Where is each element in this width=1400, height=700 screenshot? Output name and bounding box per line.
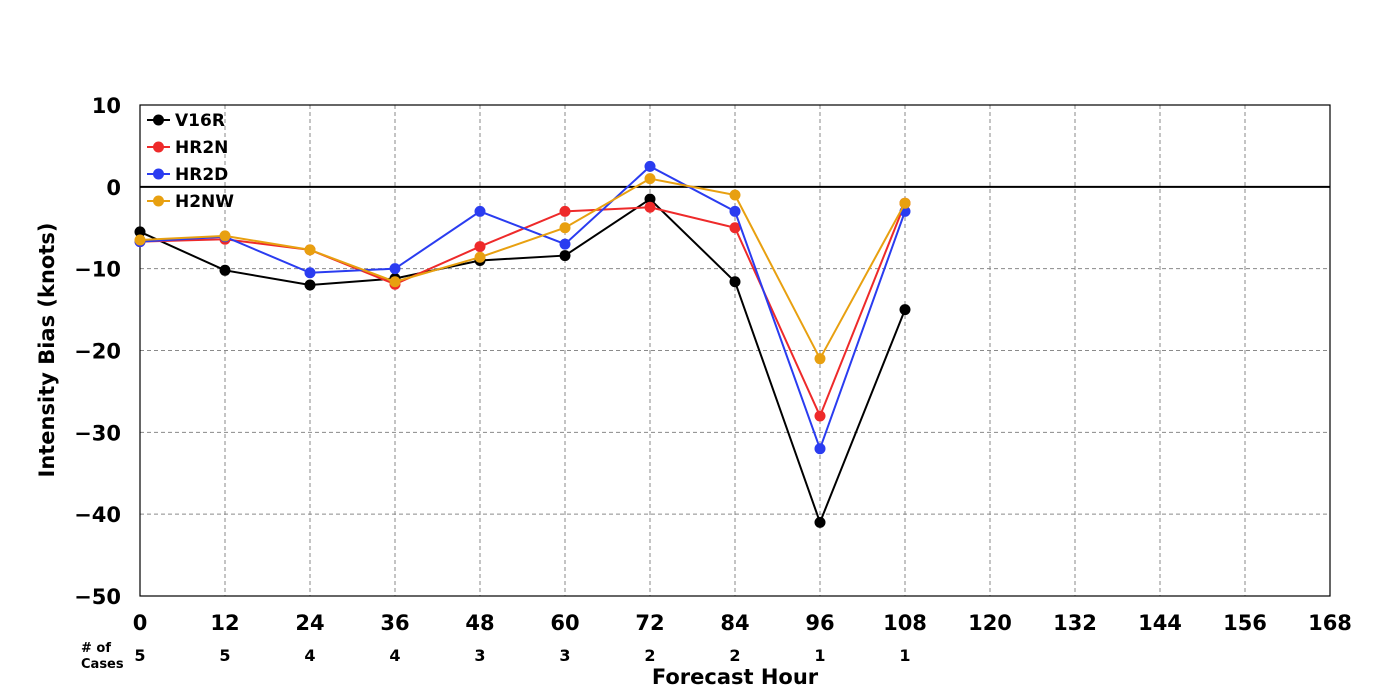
series-line-hr2d (139, 165, 906, 452)
series-h2nw (134, 173, 911, 365)
x-tick-label-60: 60 (550, 611, 579, 635)
x-tick-label-84: 84 (720, 611, 749, 635)
x-tick-label-12: 12 (210, 611, 239, 635)
point-hr2d-84 (729, 205, 741, 217)
series-layer (134, 160, 911, 528)
cases-value-0: 5 (134, 646, 145, 665)
legend: V16R HR2N HR2D H2NW (147, 111, 234, 212)
point-hr2n-96 (814, 410, 826, 422)
x-tick-label-132: 132 (1053, 611, 1097, 635)
point-hr2n-60 (559, 205, 571, 217)
x-tick-label-156: 156 (1223, 611, 1267, 635)
legend-item-hr2d: HR2D (147, 165, 228, 185)
series-line-h2nw (139, 177, 906, 361)
y-tick-label-10: 10 (92, 94, 121, 118)
cases-value-48: 3 (474, 646, 485, 665)
cases-value-12: 5 (219, 646, 230, 665)
point-v16r-96 (814, 516, 826, 528)
point-h2nw-0 (134, 234, 146, 246)
point-hr2d-36 (389, 263, 401, 275)
legend-label: V16R (175, 111, 225, 131)
legend-swatch-marker (153, 114, 164, 126)
point-h2nw-60 (559, 222, 571, 234)
point-h2nw-12 (219, 230, 231, 242)
point-h2nw-24 (304, 244, 316, 256)
x-tick-label-72: 72 (635, 611, 664, 635)
y-tick-labels: −50 −40 −30 −20 −10 0 10 (74, 94, 121, 609)
cases-value-108: 1 (899, 646, 910, 665)
y-tick-label--30: −30 (74, 421, 121, 445)
x-tick-label-120: 120 (968, 611, 1012, 635)
point-hr2d-96 (814, 443, 826, 455)
point-v16r-84 (729, 276, 741, 288)
legend-label: HR2N (175, 138, 228, 158)
legend-item-h2nw: H2NW (147, 192, 234, 212)
cases-value-36: 4 (389, 646, 400, 665)
legend-label: H2NW (175, 192, 234, 212)
series-line-hr2n (139, 202, 906, 419)
y-tick-label--20: −20 (74, 340, 121, 364)
point-hr2d-72 (644, 160, 656, 172)
point-v16r-24 (304, 279, 316, 291)
cases-label-line1: # of (81, 641, 111, 656)
point-v16r-0 (134, 226, 146, 238)
legend-swatch-marker (153, 141, 164, 153)
cases-value-84: 2 (729, 646, 740, 665)
point-hr2d-48 (474, 205, 486, 217)
point-h2nw-72 (644, 173, 656, 185)
y-tick-label-0: 0 (106, 176, 121, 200)
cases-value-60: 3 (559, 646, 570, 665)
point-hr2d-60 (559, 238, 571, 250)
x-tick-label-36: 36 (380, 611, 409, 635)
y-axis-title: Intensity Bias (knots) (35, 223, 59, 478)
point-hr2n-48 (474, 241, 486, 253)
x-tick-labels: 0 12 24 36 48 60 72 84 96 108 120 132 144 156 168 (133, 611, 1352, 635)
x-tick-label-168: 168 (1308, 611, 1352, 635)
point-hr2d-24 (304, 267, 316, 279)
x-axis-title: Forecast Hour (652, 665, 819, 689)
point-v16r-60 (559, 250, 571, 262)
y-tick-label--40: −40 (74, 503, 121, 527)
point-v16r-72 (644, 193, 656, 205)
legend-swatch-marker (153, 168, 164, 180)
point-v16r-108 (899, 304, 911, 316)
point-hr2n-84 (729, 222, 741, 234)
y-tick-label--10: −10 (74, 258, 121, 282)
legend-item-v16r: V16R (147, 111, 225, 131)
legend-label: HR2D (175, 165, 228, 185)
point-h2nw-96 (814, 353, 826, 365)
cases-label-line2: Cases (81, 657, 124, 672)
series-line-v16r (139, 197, 906, 526)
grid-lines (140, 105, 1330, 596)
cases-value-96: 1 (814, 646, 825, 665)
point-hr2n-72 (644, 201, 656, 213)
x-tick-label-0: 0 (133, 611, 148, 635)
legend-swatch-marker (153, 195, 164, 207)
x-tick-label-108: 108 (883, 611, 927, 635)
point-h2nw-108 (899, 197, 911, 209)
x-tick-label-96: 96 (805, 611, 834, 635)
point-h2nw-84 (729, 189, 741, 201)
x-tick-label-144: 144 (1138, 611, 1182, 635)
cases-row: # of Cases 5 5 4 4 3 3 2 2 1 1 (81, 641, 911, 672)
plot-frame (139, 104, 1331, 597)
y-tick-label--50: −50 (74, 585, 121, 609)
point-h2nw-36 (389, 276, 401, 288)
point-h2nw-48 (474, 251, 486, 263)
x-tick-label-24: 24 (295, 611, 324, 635)
legend-item-hr2n: HR2N (147, 138, 228, 158)
cases-value-72: 2 (644, 646, 655, 665)
point-v16r-12 (219, 264, 231, 276)
x-tick-label-48: 48 (465, 611, 494, 635)
cases-value-24: 4 (304, 646, 315, 665)
